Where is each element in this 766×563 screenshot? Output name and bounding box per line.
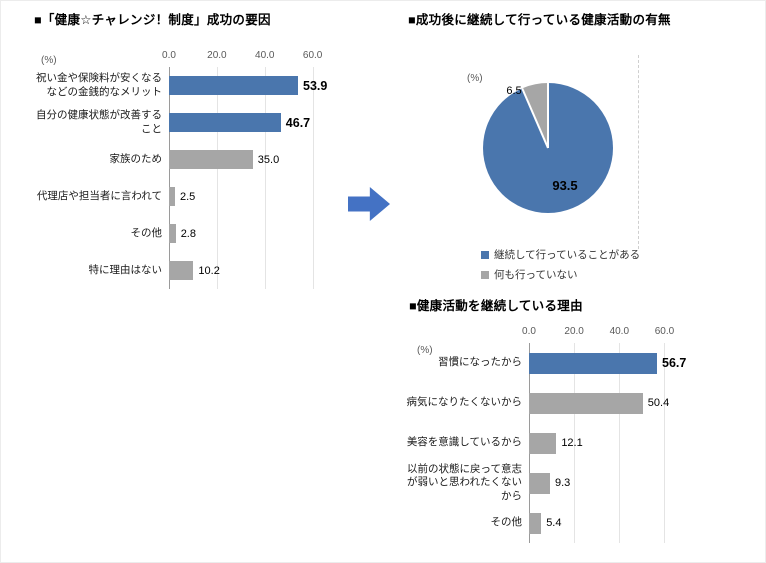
category-label: 祝い金や保険料が安くなるなどの金銭的なメリット — [36, 71, 162, 98]
plot-border-dashed — [638, 55, 639, 249]
axis-spacer — [399, 326, 529, 340]
bar-value-label: 10.2 — [198, 264, 220, 277]
bar — [169, 224, 176, 243]
bar-row: 2.5 — [169, 178, 327, 215]
bar-chart-success-factors: ■「健康☆チャレンジ！制度」成功の要因 (%) 0.0 20.0 40.0 60.0 … — [29, 9, 369, 289]
legend-swatch — [481, 250, 489, 259]
bar — [529, 472, 550, 494]
chart-plot: 祝い金や保険料が安くなるなどの金銭的なメリット 自分の健康状態が改善すること家族の… — [29, 67, 369, 289]
bar-row: 53.9 — [169, 67, 327, 104]
axis-ticks: 0.0 20.0 40.0 60.0 — [162, 50, 327, 64]
category-label: 習慣になったから — [438, 356, 522, 369]
category-labels: 習慣になったから病気になりたくないから 美容を意識しているから以前の状態に戻って意… — [399, 343, 529, 543]
chart-title: ■「健康☆チャレンジ！制度」成功の要因 — [34, 13, 271, 27]
gridline — [574, 343, 576, 543]
pie-value-small: 6.5 — [506, 85, 522, 97]
unit-label: (%) — [41, 55, 57, 66]
bar — [529, 432, 557, 454]
bar-row: 56.7 — [529, 343, 686, 383]
axis-ticks-row: 0.0 20.0 40.0 60.0 — [399, 326, 747, 340]
bar-row: 50.4 — [529, 383, 678, 423]
axis-tick-label: 0.0 — [162, 50, 176, 61]
bar-chart-continuation-reasons: ■健康活動を継続している理由 (%) 0.0 20.0 40.0 60.0 習慣になっ… — [399, 295, 747, 543]
pie-legend: 継続して行っていることがある 何も行っていない — [481, 247, 640, 287]
plot-area: 56.7 50.4 12.1 9.3 5.4 — [529, 343, 686, 543]
category-label: 病気になりたくないから — [406, 396, 523, 409]
bar — [529, 352, 657, 374]
bar — [529, 392, 643, 414]
bar — [169, 76, 299, 95]
bar-value-label: 2.5 — [179, 190, 196, 203]
bar-rows: 56.7 50.4 12.1 9.3 5.4 — [529, 343, 686, 543]
category-label: その他 — [130, 226, 163, 239]
bar-row: 12.1 — [529, 423, 678, 463]
unit-label: (%) — [417, 345, 433, 356]
bar-value-label: 50.4 — [647, 397, 670, 409]
legend-item: 継続して行っていることがある — [481, 247, 640, 262]
legend-label: 何も行っていない — [494, 269, 578, 281]
axis-tick-label: 0.0 — [522, 326, 536, 337]
axis-tick-label: 20.0 — [207, 50, 227, 61]
bar-value-label: 56.7 — [662, 356, 687, 370]
category-label: 以前の状態に戻って意志が弱いと思われたくないから — [407, 462, 522, 502]
gridline — [619, 343, 621, 543]
pie-value-main: 93.5 — [552, 178, 578, 193]
category-label: 自分の健康状態が改善すること — [36, 108, 162, 135]
pie — [483, 83, 613, 213]
axis-tick-label: 60.0 — [302, 50, 323, 61]
chart-plot: 習慣になったから病気になりたくないから 美容を意識しているから以前の状態に戻って意… — [399, 343, 747, 543]
legend-item: 何も行っていない — [481, 267, 640, 282]
category-label: その他 — [490, 516, 523, 529]
gridline — [169, 67, 170, 289]
category-label: 特に理由はない — [88, 263, 163, 276]
bar-value-label: 9.3 — [554, 477, 571, 489]
bar-value-label: 5.4 — [546, 517, 562, 529]
slice-divider-line — [521, 87, 549, 149]
axis-tick-label: 20.0 — [564, 326, 584, 337]
axis-ticks: 0.0 20.0 40.0 60.0 — [522, 326, 678, 340]
bar-row: 46.7 — [169, 104, 327, 141]
bar-row: 5.4 — [529, 503, 678, 543]
bar-row: 2.8 — [169, 215, 327, 252]
bar-row: 9.3 — [529, 463, 678, 503]
bar-value-label: 35.0 — [257, 153, 280, 166]
plot-area: 53.9 46.7 35.0 2.5 2.8 10.2 — [169, 67, 327, 289]
legend-swatch — [481, 270, 489, 279]
category-labels: 祝い金や保険料が安くなるなどの金銭的なメリット 自分の健康状態が改善すること家族の… — [29, 67, 169, 289]
bar-value-label: 53.9 — [303, 78, 328, 93]
gridline — [664, 343, 666, 543]
bar — [169, 113, 281, 132]
bar — [169, 150, 253, 169]
axis-tick-label: 40.0 — [255, 50, 275, 61]
legend-label: 継続して行っていることがある — [494, 249, 641, 261]
bar-value-label: 2.8 — [180, 227, 196, 240]
gridline — [312, 67, 314, 289]
bar — [169, 187, 175, 206]
bar-row: 10.2 — [169, 252, 327, 289]
category-label: 代理店や担当者に言われて — [36, 189, 162, 202]
bar — [529, 512, 542, 534]
axis-tick-label: 60.0 — [654, 326, 675, 337]
axis-ticks-row: 0.0 20.0 40.0 60.0 — [29, 50, 369, 64]
slice-divider-line — [547, 83, 549, 148]
axis-tick-label: 40.0 — [609, 326, 630, 337]
bar — [169, 261, 194, 280]
gridline — [216, 67, 218, 289]
chart-title: ■成功後に継続して行っている健康活動の有無 — [408, 13, 671, 27]
gridline — [264, 67, 266, 289]
category-label: 家族のため — [109, 152, 163, 165]
gridlines — [169, 67, 327, 289]
bar-value-label: 12.1 — [561, 437, 583, 449]
bar-rows: 53.9 46.7 35.0 2.5 2.8 10.2 — [169, 67, 327, 289]
category-label: 美容を意識しているから — [406, 436, 522, 449]
unit-label: (%) — [467, 73, 483, 84]
pie-chart-continuation: ■成功後に継続して行っている健康活動の有無 (%) 6.5 93.5 継続して行… — [401, 9, 747, 293]
chart-title: ■健康活動を継続している理由 — [409, 299, 583, 313]
bar-value-label: 46.7 — [285, 115, 311, 130]
bar-row: 35.0 — [169, 141, 327, 178]
